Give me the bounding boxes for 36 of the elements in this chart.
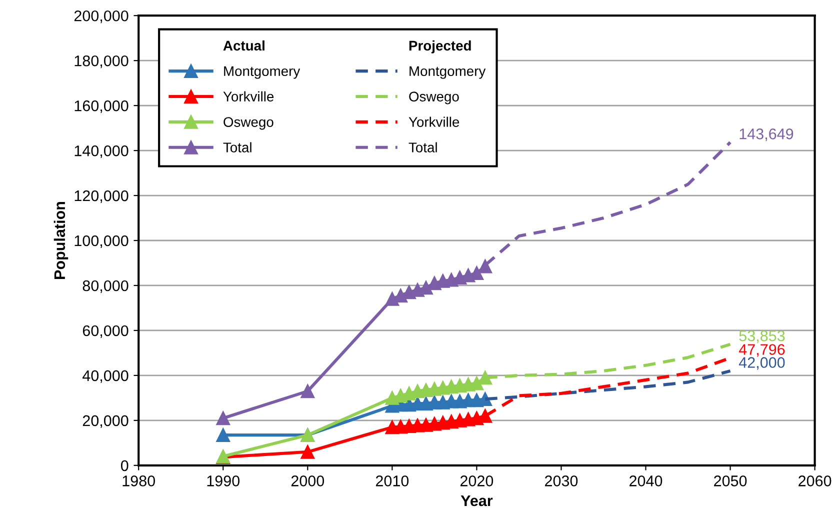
y-tick-label: 200,000 <box>74 10 128 24</box>
x-tick-label: 2020 <box>460 476 494 486</box>
legend-label: Total <box>223 142 252 152</box>
x-tick-label: 1980 <box>122 476 155 486</box>
legend-label: Montgomery <box>410 66 486 79</box>
y-tick-label: 60,000 <box>82 325 128 338</box>
x-axis-title: Year <box>460 495 493 506</box>
data-label: 143,649 <box>740 128 794 142</box>
y-tick-label: 160,000 <box>74 100 128 114</box>
y-tick-label: 120,000 <box>74 190 128 204</box>
text: Projected <box>409 40 471 54</box>
legend-label: Yorkville <box>408 116 460 127</box>
data-label: 53,853 <box>739 330 785 344</box>
data-label: 47,796 <box>738 344 785 357</box>
y-tick-label: 180,000 <box>74 55 128 68</box>
legend-label: Oswego <box>224 117 274 130</box>
y-tick-label: 20,000 <box>82 415 128 428</box>
y-tick-label: 140,000 <box>74 145 128 158</box>
x-tick-label: 2040 <box>630 476 662 486</box>
y-tick-label: 40,000 <box>82 370 128 383</box>
y-tick-label: 0 <box>120 460 128 472</box>
legend-label: Total <box>408 142 437 152</box>
data-label: 42,000 <box>738 357 785 370</box>
x-tick-label: 2000 <box>291 476 324 486</box>
y-tick-label: 100,000 <box>74 235 128 248</box>
x-tick-label: 2060 <box>798 476 832 486</box>
x-tick-label: 2050 <box>714 476 747 486</box>
text: Actual <box>223 40 264 51</box>
legend-label: Oswego <box>409 92 459 104</box>
legend-label: Yorkville <box>223 91 274 102</box>
x-tick-label: 1990 <box>207 476 240 486</box>
x-tick-label: 2010 <box>376 476 409 486</box>
legend-label: Montgomery <box>224 66 300 79</box>
y-axis-title: Population <box>54 202 68 279</box>
x-tick-label: 2030 <box>545 476 578 486</box>
y-tick-label: 80,000 <box>82 280 128 293</box>
